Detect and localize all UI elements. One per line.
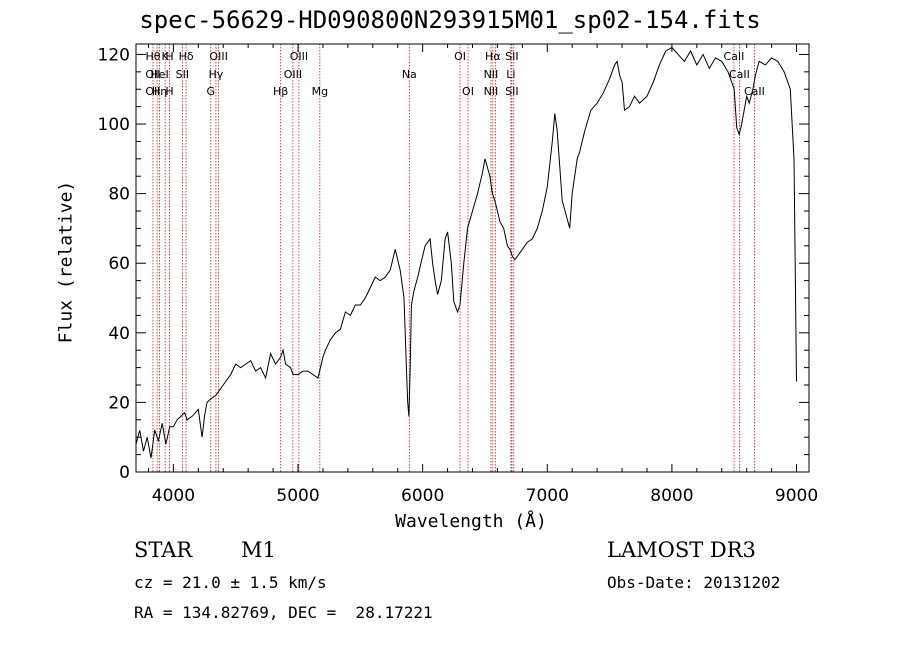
y-tick-label: 100 xyxy=(98,115,130,135)
line-label: Hβ xyxy=(273,85,288,98)
y-tick-label: 40 xyxy=(108,324,130,344)
line-label: Hα xyxy=(485,50,501,63)
line-label: G xyxy=(207,85,216,98)
y-tick-label: 80 xyxy=(108,185,130,205)
line-label: Hγ xyxy=(208,68,223,81)
line-label: Li xyxy=(506,68,515,81)
line-label: OI xyxy=(454,50,466,63)
line-label: SII xyxy=(176,68,189,81)
line-label: Hδ xyxy=(179,50,194,63)
line-label: SII xyxy=(505,85,518,98)
line-label: OI xyxy=(462,85,474,98)
line-label: OIII xyxy=(209,50,227,63)
x-tick-label: 7000 xyxy=(526,486,569,506)
line-label: OIII xyxy=(290,50,308,63)
y-tick-label: 120 xyxy=(98,45,130,65)
y-tick-label: 60 xyxy=(108,254,130,274)
y-tick-label: 20 xyxy=(108,393,130,413)
object-subclass: M1 xyxy=(241,538,276,562)
line-label: Na xyxy=(402,68,417,81)
object-class: STAR xyxy=(134,538,193,562)
line-label: H xyxy=(165,85,173,98)
x-axis-label: Wavelength (Å) xyxy=(395,511,547,532)
x-tick-label: 8000 xyxy=(650,486,693,506)
coordinates: RA = 134.82769, DEC = 28.17221 xyxy=(134,603,433,622)
line-label: K xyxy=(162,50,170,63)
line-label: SII xyxy=(505,50,518,63)
line-label: OII xyxy=(145,68,160,81)
plot-frame xyxy=(135,43,810,473)
line-label: Mg xyxy=(312,85,328,98)
obs-date: Obs-Date: 20131202 xyxy=(607,573,781,592)
line-label: CaII xyxy=(744,85,765,98)
chart-title: spec-56629-HD090800N293915M01_sp02-154.f… xyxy=(139,6,761,34)
line-label: CaII xyxy=(729,68,750,81)
line-label: Hη xyxy=(152,85,167,98)
survey-name: LAMOST DR3 xyxy=(607,538,756,562)
line-label: HeI xyxy=(150,68,168,81)
line-label: NII xyxy=(484,68,499,81)
line-label: CaII xyxy=(724,50,745,63)
y-tick-label: 0 xyxy=(119,463,130,483)
line-label: OII xyxy=(145,85,160,98)
line-label: H xyxy=(165,50,173,63)
y-axis-label: Flux (relative) xyxy=(55,180,77,344)
redshift-text: cz = 21.0 ± 1.5 km/s xyxy=(134,573,327,592)
x-tick-label: 5000 xyxy=(276,486,319,506)
x-tick-label: 9000 xyxy=(775,486,818,506)
x-tick-label: 4000 xyxy=(152,486,195,506)
x-tick-label: 6000 xyxy=(401,486,444,506)
line-label: NII xyxy=(484,85,499,98)
spectrum-line xyxy=(135,46,797,459)
line-label: OIII xyxy=(284,68,302,81)
line-label: Hθ xyxy=(145,50,160,63)
